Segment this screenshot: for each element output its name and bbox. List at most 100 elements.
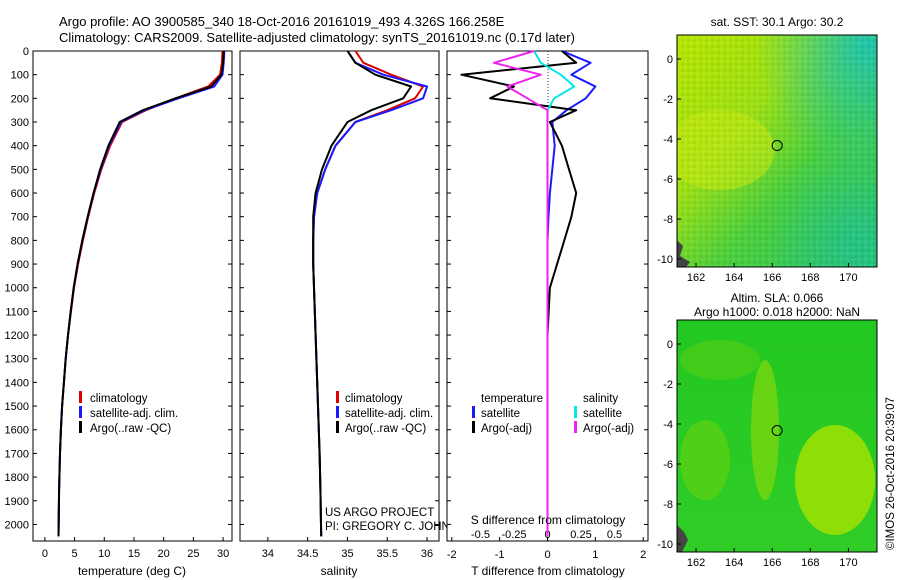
map-lon-tick-label: 162 [687,557,705,569]
salinity-series-2 [312,50,413,537]
legend-label-satellite-adj: satellite-adj. clim. [345,408,433,420]
difference-legend: temperature salinity satellite Argo(-adj… [472,393,634,435]
depth-tick-label: 700 [11,212,29,224]
temperature-diff-x-tick-label: 1 [592,549,598,561]
sla-ridge [751,360,779,500]
legend-swatch-argo [336,421,339,433]
map-lat-tick-label: -8 [663,214,673,226]
temperature-profiles [57,50,226,537]
salinity-x-tick-label: 35 [341,548,353,560]
legend-swatch-satellite-adj [79,406,82,418]
map-lon-tick-label: 162 [687,272,705,284]
legend-title-temperature: temperature [481,393,543,405]
temperature-diff-x-tick-label: -1 [495,549,505,561]
sst-map-frame [676,34,878,268]
salinity-legend: climatology satellite-adj. clim. Argo(..… [336,391,433,435]
depth-tick-label: 1700 [5,448,29,460]
map-lat-tick-label: -8 [663,499,673,511]
map-lat-tick-label: -2 [663,379,673,391]
figure-title-line2: Climatology: CARS2009. Satellite-adjuste… [59,30,575,45]
legend-swatch-satellite-adj [336,406,339,418]
map-lat-tick-label: -10 [657,539,673,551]
sla-map-ticks: 162 164 166 168 170 0 -2 -4 -6 -8 -10 [657,339,858,569]
depth-tick-label: 400 [11,141,29,153]
legend-swatch-t-argo [472,421,475,433]
map-lat-tick-label: -6 [663,174,673,186]
map-lon-tick-label: 168 [801,272,819,284]
salinity-diff-x-tick-label: 0.25 [570,529,591,541]
depth-tick-label: 800 [11,235,29,247]
legend-swatch-argo [79,421,82,433]
legend-label-s-satellite: satellite [583,408,622,420]
map-lat-tick-label: -6 [663,459,673,471]
map-lon-tick-label: 164 [725,557,743,569]
legend-label-s-argo: Argo(-adj) [583,423,634,435]
legend-label-climatology: climatology [90,393,148,405]
depth-tick-label: 0 [23,46,29,58]
map-lon-tick-label: 164 [725,272,743,284]
salinity-profiles [312,50,429,537]
legend-label-climatology: climatology [345,393,403,405]
temperature-axis-label: temperature (deg C) [78,564,186,578]
depth-tick-label: 1900 [5,496,29,508]
temperature-difference-axis: -2 -1 0 1 2 [447,537,646,561]
sst-land [677,240,690,267]
sst-map-panel: sat. SST: 30.1 Argo: 30.2 162 164 166 168 17… [657,15,878,284]
salinity-x-tick-label: 36 [421,548,433,560]
argo-position-marker [771,425,783,437]
sla-map-frame [676,319,878,553]
map-lon-tick-label: 168 [801,557,819,569]
figure-title-line1: Argo profile: AO 3900585_340 18-Oct-2016… [59,14,505,29]
sla-land [677,525,688,552]
salinity-x-tick-label: 35.5 [377,548,398,560]
sla-west-patch [680,420,730,500]
salinity-axes-frame [239,50,440,542]
temperature-x-tick-label: 5 [72,548,78,560]
argo-position-marker [771,140,783,152]
salinity-difference-axis: -0.5 -0.25 0 0.25 0.5 [471,529,622,541]
depth-tick-label: 200 [11,93,29,105]
temperature-axes-frame [32,50,233,542]
depth-tick-label: 2000 [5,519,29,531]
temperature-x-tick-label: 20 [158,548,170,560]
temperature-diff-x-tick-label: -2 [447,549,457,561]
temperature-x-tick-label: 15 [128,548,140,560]
map-lon-tick-label: 166 [763,272,781,284]
difference-depth-ticks [447,50,648,525]
depth-tick-label: 600 [11,188,29,200]
legend-swatch-s-satellite [574,406,577,418]
depth-tick-label: 1500 [5,401,29,413]
depth-tick-label: 1800 [5,472,29,484]
legend-swatch-t-satellite [472,406,475,418]
legend-label-t-argo: Argo(-adj) [481,423,532,435]
map-lat-tick-label: -2 [663,94,673,106]
legend-swatch-climatology [79,391,82,403]
legend-swatch-climatology [336,391,339,403]
map-lat-tick-label: 0 [667,339,673,351]
depth-tick-label: 1000 [5,283,29,295]
imos-watermark: ©IMOS 26-Oct-2016 20:39:07 [885,397,897,550]
salinity-panel: 34 34.5 35 35.5 36 salinity climatology sate… [239,50,475,578]
temperature-x-tick-label: 10 [98,548,110,560]
sla-map-panel: Altim. SLA: 0.066 Argo h1000: 0.018 h200… [657,291,878,569]
depth-tick-label: 100 [11,70,29,82]
difference-series-3 [492,50,549,537]
temperature-series-2 [57,50,225,537]
legend-label-argo: Argo(..raw -QC) [345,423,426,435]
temperature-x-axis: 0 5 10 15 20 25 30 [42,537,229,560]
legend-label-t-satellite: satellite [481,408,520,420]
sst-heatmap [677,35,877,267]
map-lon-tick-label: 170 [839,272,857,284]
salinity-x-tick-label: 34.5 [297,548,318,560]
depth-tick-label: 1400 [5,377,29,389]
map-lon-tick-label: 170 [839,557,857,569]
credit-project: US ARGO PROJECT [325,507,434,519]
map-lat-tick-label: -10 [657,254,673,266]
salinity-depth-ticks [240,50,439,525]
depth-tick-label: 900 [11,259,29,271]
salinity-diff-x-tick-label: 0.5 [607,529,622,541]
sla-map-title: Altim. SLA: 0.066 [731,291,824,305]
salinity-difference-label: S difference from climatology [471,513,626,527]
depth-axis: 0 100 200 300 400 500 600 700 800 900 1000 1100 1200… [5,46,232,531]
